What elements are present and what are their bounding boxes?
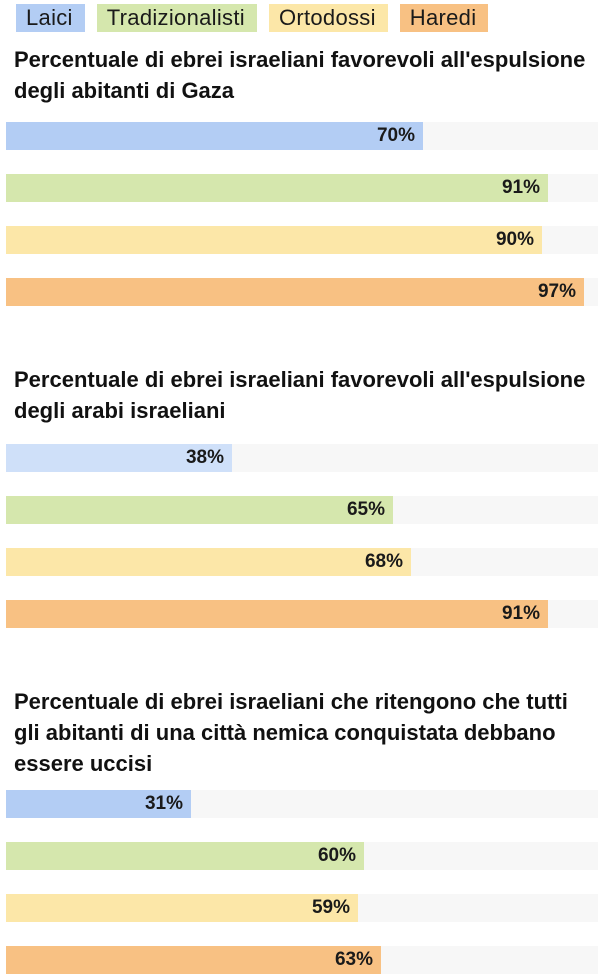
bar-ortodossi	[6, 894, 358, 922]
bar-ortodossi	[6, 548, 411, 576]
legend-item-haredi: Haredi	[399, 4, 489, 32]
bar-value-label-laici: 38%	[185, 447, 224, 468]
chart-title: Percentuale di ebrei israeliani favorevo…	[14, 367, 586, 423]
bar-value-label-haredi: 97%	[537, 281, 576, 302]
bar-track-haredi: 91%	[6, 600, 598, 628]
bar-haredi	[6, 946, 381, 974]
bar-haredi	[6, 278, 584, 306]
bar-tradizionalisti	[6, 174, 548, 202]
bar-laici	[6, 790, 191, 818]
bar-track-tradizionalisti: 91%	[6, 174, 598, 202]
bar-track-tradizionalisti: 65%	[6, 496, 598, 524]
bar-value-label-tradizionalisti: 65%	[346, 499, 385, 520]
bar-value-label-laici: 70%	[376, 125, 415, 146]
bar-track-laici: 31%	[6, 790, 598, 818]
bar-value-label-ortodossi: 90%	[495, 229, 534, 250]
bar-value-label-ortodossi: 59%	[311, 897, 350, 918]
bar-track-laici: 38%	[6, 444, 598, 472]
bar-track-ortodossi: 68%	[6, 548, 598, 576]
bar-track-tradizionalisti: 60%	[6, 842, 598, 870]
bar-value-label-haredi: 63%	[334, 949, 373, 970]
bar-value-label-ortodossi: 68%	[364, 551, 403, 572]
bar-value-label-tradizionalisti: 91%	[501, 177, 540, 198]
bar-laici	[6, 122, 423, 150]
bar-track-ortodossi: 59%	[6, 894, 598, 922]
chart-title: Percentuale di ebrei israeliani che rite…	[14, 689, 568, 776]
bar-track-laici: 70%	[6, 122, 598, 150]
legend-item-tradizionalisti: Tradizionalisti	[96, 4, 257, 32]
legend: Laici Tradizionalisti Ortodossi Haredi	[16, 4, 489, 32]
bar-haredi	[6, 600, 548, 628]
chart-title: Percentuale di ebrei israeliani favorevo…	[14, 47, 586, 103]
bar-track-haredi: 97%	[6, 278, 598, 306]
legend-item-ortodossi: Ortodossi	[268, 4, 388, 32]
bar-laici	[6, 444, 232, 472]
bar-value-label-tradizionalisti: 60%	[317, 845, 356, 866]
bar-value-label-laici: 31%	[144, 793, 183, 814]
bar-tradizionalisti	[6, 496, 393, 524]
bar-track-haredi: 63%	[6, 946, 598, 974]
legend-item-laici: Laici	[16, 4, 85, 32]
bar-track-ortodossi: 90%	[6, 226, 598, 254]
bar-tradizionalisti	[6, 842, 364, 870]
bar-ortodossi	[6, 226, 542, 254]
bar-value-label-haredi: 91%	[501, 603, 540, 624]
